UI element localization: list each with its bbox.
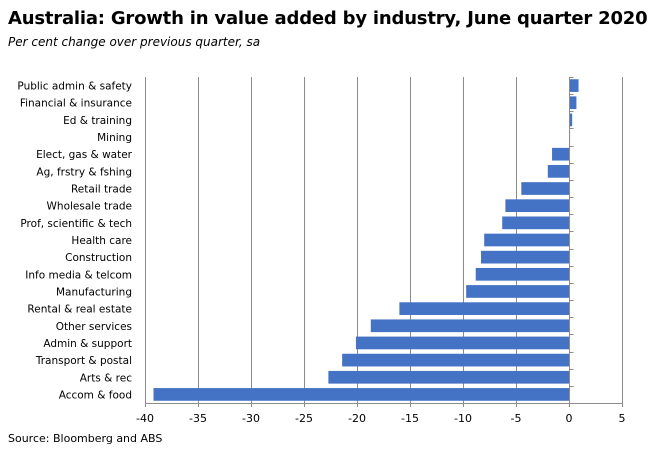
category-label: Public admin & safety [17, 81, 132, 93]
category-label: Elect, gas & water [36, 149, 133, 161]
x-tick-label: -25 [295, 412, 313, 425]
bar [399, 302, 569, 315]
bar [547, 165, 569, 178]
bar [475, 267, 569, 281]
bar [328, 370, 569, 384]
x-tick-label: -40 [136, 412, 154, 425]
bar [521, 182, 569, 195]
x-tick-label: -20 [348, 412, 366, 425]
category-label: Transport & postal [35, 355, 132, 367]
chart-subtitle: Per cent change over previous quarter, s… [8, 35, 261, 49]
axes [145, 77, 623, 407]
category-label: Admin & support [43, 338, 132, 350]
bar [569, 96, 577, 110]
category-label: Prof, scientific & tech [20, 218, 132, 230]
category-label: Wholesale trade [47, 201, 132, 213]
x-tick-label: -30 [242, 412, 260, 425]
category-label: Manufacturing [56, 286, 132, 298]
x-tick-label: -35 [189, 412, 207, 425]
category-labels: Public admin & safety Financial & insuran… [17, 81, 132, 402]
category-label: Ag, frstry & fshing [36, 166, 132, 178]
bar [569, 113, 573, 127]
bar [153, 388, 570, 401]
x-tick-labels: -40 -35 -30 -25 -20 -15 -10 -5 0 5 [136, 412, 625, 425]
x-tick-label: -10 [454, 412, 472, 425]
category-label: Arts & rec [80, 372, 132, 384]
bar [484, 233, 569, 247]
category-label: Mining [97, 132, 132, 144]
bar [342, 353, 569, 367]
category-label: Financial & insurance [20, 98, 132, 110]
bar [502, 216, 569, 230]
bar [569, 79, 579, 92]
x-tick-label: -5 [511, 412, 522, 425]
category-label: Other services [56, 321, 132, 333]
category-label: Rental & real estate [27, 304, 132, 316]
category-label: Accom & food [59, 389, 132, 401]
chart-title: Australia: Growth in value added by indu… [8, 8, 648, 29]
bar [552, 147, 569, 161]
category-label: Health care [71, 235, 132, 247]
x-tick-label: 0 [566, 412, 573, 425]
category-label: Info media & telcom [25, 269, 132, 281]
bars [153, 79, 579, 401]
bar [355, 336, 569, 350]
category-label: Retail trade [71, 184, 132, 196]
category-label: Construction [65, 252, 132, 264]
x-tick-label: 5 [619, 412, 626, 425]
category-label: Ed & training [63, 115, 132, 127]
bar [466, 285, 569, 298]
source-note: Source: Bloomberg and ABS [8, 432, 163, 445]
bar [505, 199, 569, 213]
bar [481, 250, 569, 264]
bar [370, 319, 569, 333]
x-tick-label: -15 [401, 412, 419, 425]
